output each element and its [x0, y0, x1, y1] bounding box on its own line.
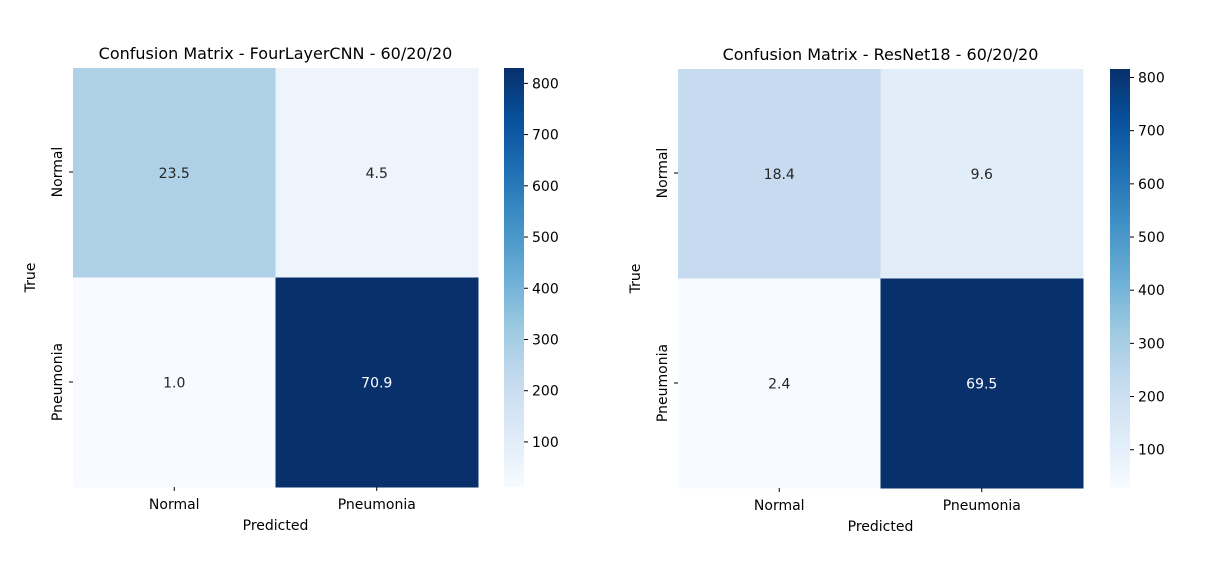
y-axis-label: True [23, 263, 39, 294]
cell-annotation: 4.5 [366, 166, 388, 182]
x-axis-label: Predicted [243, 518, 309, 534]
x-tick-label: Pneumonia [943, 498, 1021, 514]
colorbar-tick-label: 100 [532, 435, 559, 451]
colorbar-tick-label: 800 [1138, 71, 1165, 87]
colorbar-tick-label: 500 [532, 230, 559, 246]
colorbar-tick-label: 200 [532, 384, 559, 400]
colorbar-tick-label: 200 [1138, 390, 1165, 406]
colorbar-tick-label: 600 [532, 179, 559, 195]
y-axis-label: True [628, 264, 644, 295]
heatmap-cell [275, 277, 479, 488]
heatmap-panel-1: Confusion Matrix - FourLayerCNN - 60/20/… [23, 44, 559, 534]
colorbar-tick-label: 800 [532, 76, 559, 92]
cell-annotation: 9.6 [971, 167, 993, 183]
y-tick-label: Pneumonia [655, 344, 671, 422]
x-axis-label: Predicted [848, 519, 914, 535]
heatmap-cell [73, 277, 276, 488]
heatmap-cell [73, 68, 276, 278]
y-tick-label: Normal [50, 147, 66, 198]
cell-annotation: 70.9 [361, 375, 392, 391]
y-tick-label: Pneumonia [50, 343, 66, 421]
colorbar-tick-label: 700 [1138, 124, 1165, 140]
x-tick-label: Normal [149, 497, 200, 513]
heatmap-cell [678, 278, 881, 489]
colorbar-tick-label: 400 [532, 281, 559, 297]
cell-annotation: 23.5 [159, 166, 190, 182]
y-tick-label: Normal [655, 148, 671, 199]
x-tick-label: Normal [754, 498, 805, 514]
cell-annotation: 1.0 [163, 375, 185, 391]
chart-title: Confusion Matrix - ResNet18 - 60/20/20 [723, 45, 1039, 64]
colorbar-tick-label: 300 [1138, 336, 1165, 352]
chart-title: Confusion Matrix - FourLayerCNN - 60/20/… [99, 44, 453, 63]
heatmap-cell [880, 69, 1084, 279]
colorbar [504, 68, 524, 487]
colorbar-tick-label: 300 [532, 332, 559, 348]
x-tick-label: Pneumonia [338, 497, 416, 513]
heatmap-panel-2: Confusion Matrix - ResNet18 - 60/20/20 18… [628, 45, 1165, 535]
colorbar-tick-label: 100 [1138, 443, 1165, 459]
colorbar-tick-label: 600 [1138, 177, 1165, 193]
heatmap-cell [275, 68, 479, 278]
colorbar-tick-label: 400 [1138, 283, 1165, 299]
colorbar-tick-label: 700 [532, 128, 559, 144]
heatmap-cell [678, 69, 881, 279]
heatmap-cell [880, 278, 1084, 489]
cell-annotation: 2.4 [768, 376, 790, 392]
colorbar [1110, 69, 1130, 488]
cell-annotation: 69.5 [966, 376, 997, 392]
cell-annotation: 18.4 [764, 167, 795, 183]
colorbar-tick-label: 500 [1138, 230, 1165, 246]
